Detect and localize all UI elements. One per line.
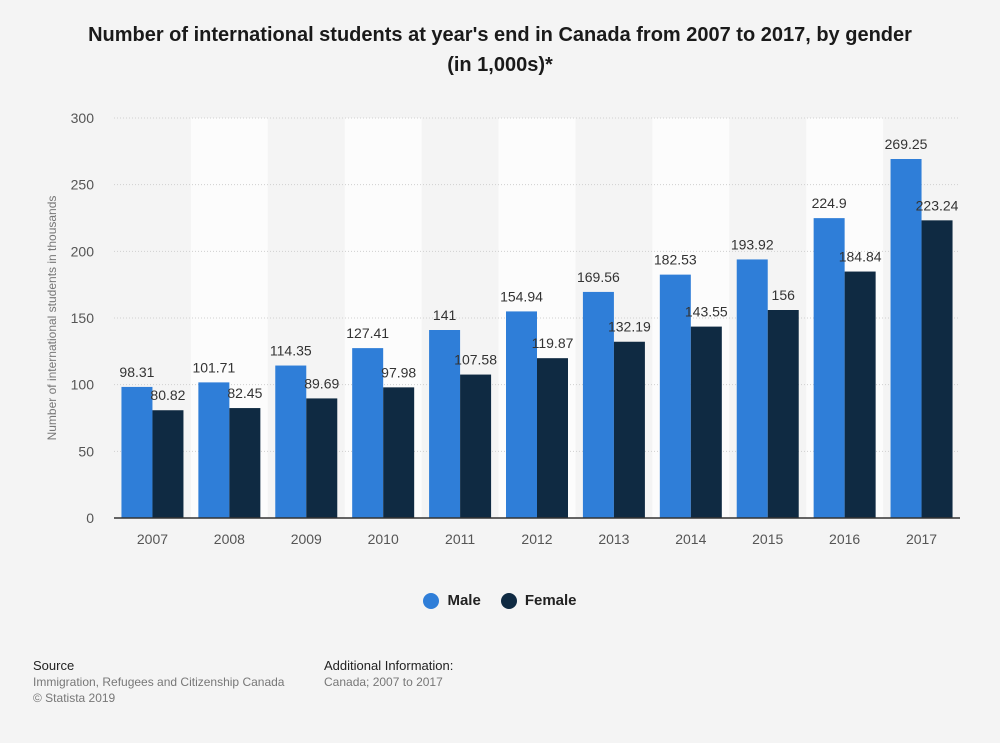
data-label-male-2008: 101.71 (192, 359, 235, 375)
bar-male-2010 (352, 348, 384, 518)
legend-label-female: Female (524, 592, 577, 609)
x-tick-label-2011: 2011 (445, 531, 475, 547)
bar-female-2008 (229, 408, 261, 518)
x-tick-label-2015: 2015 (752, 531, 783, 547)
y-tick-label: 0 (86, 510, 94, 526)
bar-female-2017 (921, 220, 953, 518)
y-tick-label: 250 (71, 177, 95, 193)
bar-male-2012 (506, 311, 537, 518)
data-label-male-2007: 98.31 (119, 364, 154, 380)
data-label-female-2011: 107.58 (454, 352, 497, 368)
bar-male-2016 (813, 218, 845, 518)
data-label-male-2015: 193.92 (731, 236, 774, 252)
data-label-male-2012: 154.94 (500, 288, 543, 304)
bar-female-2014 (690, 326, 722, 518)
legend-item-female[interactable]: Female (500, 592, 577, 609)
x-tick-label-2016: 2016 (829, 531, 860, 547)
bar-female-2012 (537, 358, 568, 518)
bar-male-2013 (582, 291, 614, 518)
bar-female-2007 (152, 410, 184, 518)
data-label-female-2010: 97.98 (381, 364, 416, 380)
data-label-male-2017: 269.25 (885, 136, 928, 152)
legend-swatch-male (423, 592, 440, 609)
x-tick-label-2010: 2010 (368, 531, 399, 547)
additional-info-block: Additional Information: Canada; 2007 to … (324, 658, 453, 690)
additional-info-heading: Additional Information: (324, 658, 454, 673)
bar-female-2009 (306, 398, 338, 518)
bar-female-2015 (767, 310, 799, 518)
y-tick-label: 50 (78, 443, 94, 459)
x-tick-label-2017: 2017 (906, 531, 937, 547)
data-label-female-2008: 82.45 (227, 385, 262, 401)
bar-chart: 0 50 100 150 200 250 300 Number of internationa… (45, 110, 960, 547)
x-tick-label-2013: 2013 (598, 531, 629, 547)
data-label-female-2017: 223.24 (916, 197, 959, 213)
bar-female-2016 (844, 271, 876, 518)
bar-female-2011 (460, 374, 492, 518)
data-label-male-2011: 141 (433, 307, 457, 323)
data-label-female-2015: 156 (772, 287, 796, 303)
bar-male-2009 (275, 365, 307, 518)
y-tick-label: 300 (71, 110, 95, 126)
data-label-female-2013: 132.19 (608, 319, 651, 335)
source-heading: Source (33, 658, 75, 673)
x-tick-label-2012: 2012 (521, 531, 552, 547)
bar-female-2010 (383, 387, 415, 518)
y-tick-label: 200 (71, 243, 95, 259)
data-label-female-2007: 80.82 (150, 387, 185, 403)
bar-male-2014 (659, 274, 691, 518)
x-tick-label-2009: 2009 (291, 531, 322, 547)
x-tick-label-2014: 2014 (675, 531, 706, 547)
copyright-text: © Statista 2019 (33, 691, 116, 705)
legend: Male Female (0, 592, 1000, 609)
x-tick-label-2007: 2007 (137, 531, 168, 547)
legend-item-male[interactable]: Male (423, 592, 481, 609)
bar-male-2007 (121, 386, 153, 518)
bar-male-2011 (429, 330, 461, 518)
y-tick-label: 100 (71, 377, 95, 393)
data-label-female-2016: 184.84 (839, 249, 882, 265)
data-label-male-2013: 169.56 (577, 269, 620, 285)
data-label-male-2016: 224.9 (812, 195, 847, 211)
bar-male-2015 (736, 259, 768, 518)
bar-male-2008 (198, 382, 230, 518)
data-label-male-2014: 182.53 (654, 252, 697, 268)
chart-title: Number of international students at year… (88, 24, 912, 76)
additional-info-text: Canada; 2007 to 2017 (324, 675, 443, 689)
data-label-male-2009: 114.35 (270, 343, 312, 359)
y-axis-title: Number of international students in thou… (45, 196, 59, 441)
legend-label-male: Male (447, 592, 481, 609)
data-label-female-2014: 143.55 (685, 304, 728, 320)
legend-swatch-female (500, 592, 517, 609)
data-label-female-2009: 89.69 (304, 375, 339, 391)
data-label-female-2012: 119.87 (532, 335, 574, 351)
source-text[interactable]: Immigration, Refugees and Citizenship Ca… (33, 675, 285, 689)
bar-female-2013 (613, 341, 645, 518)
data-label-male-2010: 127.41 (346, 325, 389, 341)
bar-male-2017 (890, 159, 922, 518)
y-tick-label: 150 (71, 310, 95, 326)
x-tick-label-2008: 2008 (214, 531, 245, 547)
source-block: Source Immigration, Refugees and Citizen… (33, 658, 284, 706)
